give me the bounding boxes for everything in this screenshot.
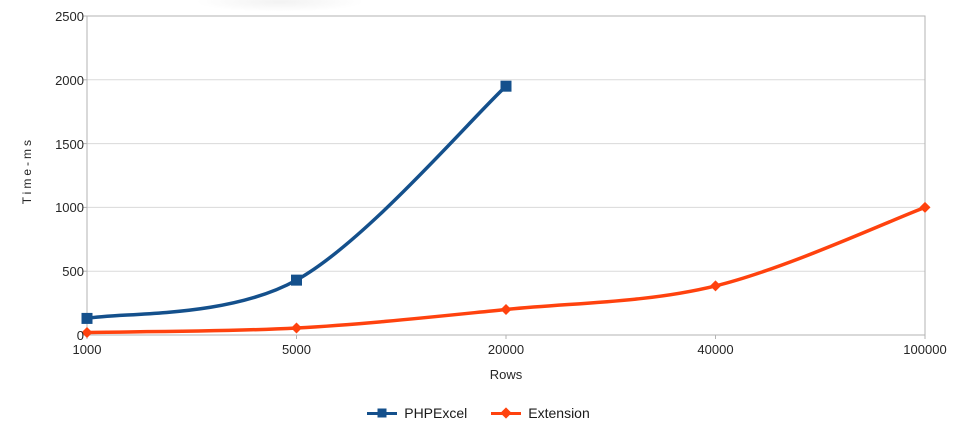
legend: PHPExcel Extension: [0, 405, 957, 421]
data-point-extension: [81, 326, 93, 338]
square-marker-icon: [377, 408, 387, 418]
y-tick-label: 0: [76, 328, 84, 343]
data-point-phpexcel: [291, 274, 302, 286]
data-point-extension: [710, 280, 721, 292]
data-point-extension: [291, 322, 302, 334]
y-tick-label: 2500: [55, 9, 84, 24]
legend-label: Extension: [528, 405, 590, 421]
y-tick-label: 2000: [55, 72, 84, 88]
y-tick-label: 1500: [55, 136, 84, 152]
x-tick-label: 20000: [487, 342, 525, 357]
legend-label: PHPExcel: [404, 405, 468, 421]
x-tick-label: 100000: [903, 342, 947, 357]
data-point-phpexcel: [500, 80, 512, 92]
x-tick-label: 40000: [697, 342, 734, 357]
x-axis-title: Rows: [489, 367, 523, 382]
data-point-extension: [919, 201, 931, 213]
legend-line-icon: [367, 408, 398, 418]
x-tick-label: 5000: [282, 342, 311, 357]
plot-border: [86, 15, 926, 336]
legend-line-icon: [491, 407, 522, 419]
data-point-extension: [500, 303, 512, 315]
y-tick-label: 1000: [55, 200, 84, 216]
x-tick-label: 1000: [72, 342, 102, 357]
data-point-phpexcel: [81, 312, 93, 324]
diamond-marker-icon: [500, 407, 512, 419]
legend-item-extension: Extension: [491, 405, 590, 421]
legend-item-phpexcel: PHPExcel: [367, 405, 467, 421]
y-tick-label: 500: [62, 264, 84, 280]
